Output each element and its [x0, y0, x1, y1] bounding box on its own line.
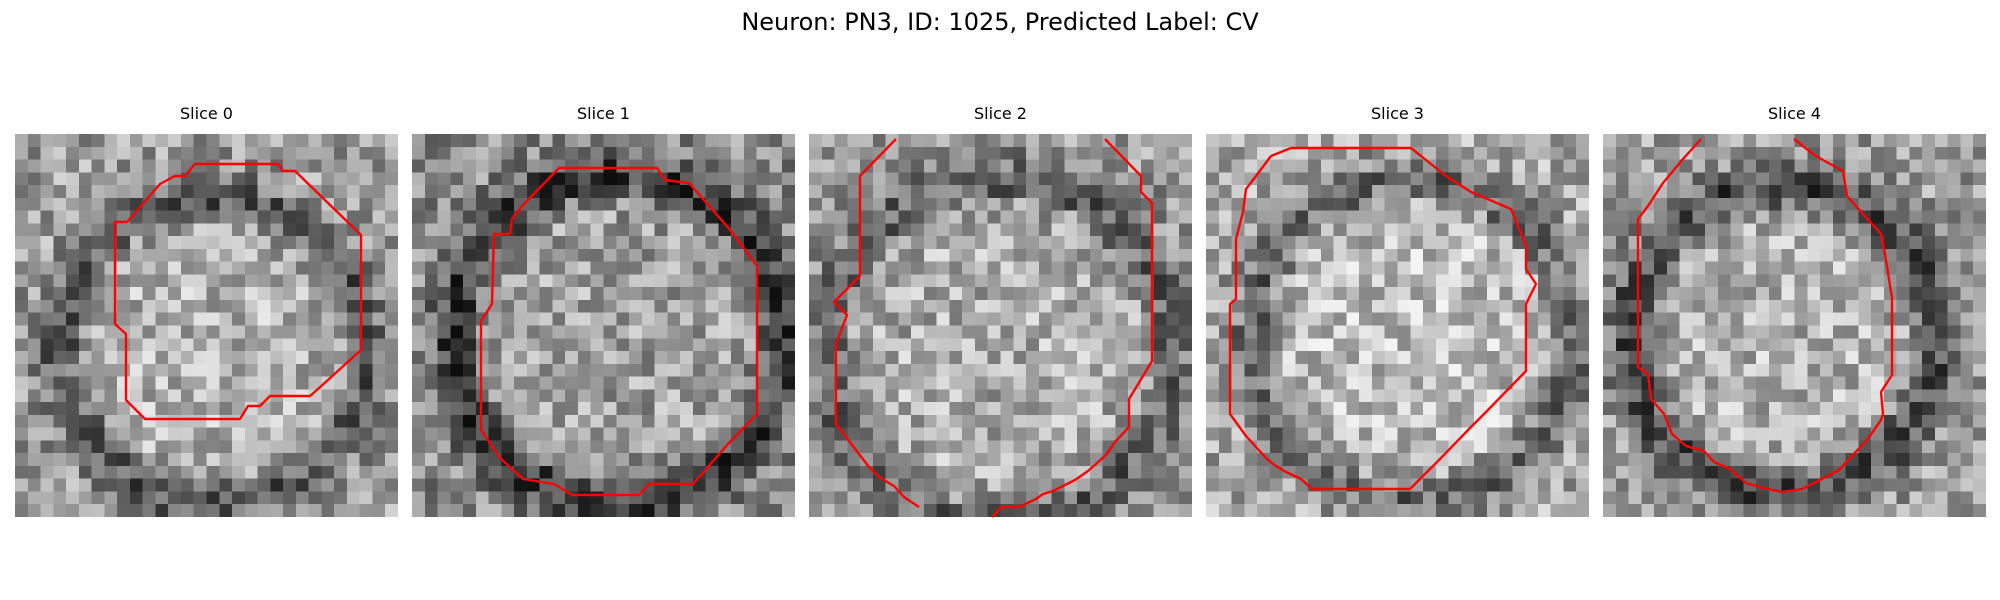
segmentation-contour [1636, 138, 1894, 494]
slice-title: Slice 3 [1371, 104, 1424, 123]
segmentation-contour [479, 166, 759, 497]
slice-image [412, 134, 795, 517]
figure-title: Neuron: PN3, ID: 1025, Predicted Label: … [741, 8, 1259, 36]
slice-title: Slice 2 [974, 104, 1027, 123]
slice-image [1603, 134, 1986, 517]
slice-panel-4: Slice 4 [1603, 104, 1986, 517]
slice-panel-3: Slice 3 [1206, 104, 1589, 517]
slice-image [809, 134, 1192, 517]
slice-title: Slice 4 [1768, 104, 1821, 123]
segmentation-contour [113, 162, 363, 421]
slice-panel-2: Slice 2 [809, 104, 1192, 518]
slice-panel-1: Slice 1 [412, 104, 795, 517]
slice-panel-0: Slice 0 [15, 104, 398, 517]
segmentation-contour [832, 138, 1154, 518]
slice-title: Slice 0 [180, 104, 233, 123]
segmentation-contour [1228, 146, 1538, 491]
slice-image [15, 134, 398, 517]
slice-title: Slice 1 [577, 104, 630, 123]
